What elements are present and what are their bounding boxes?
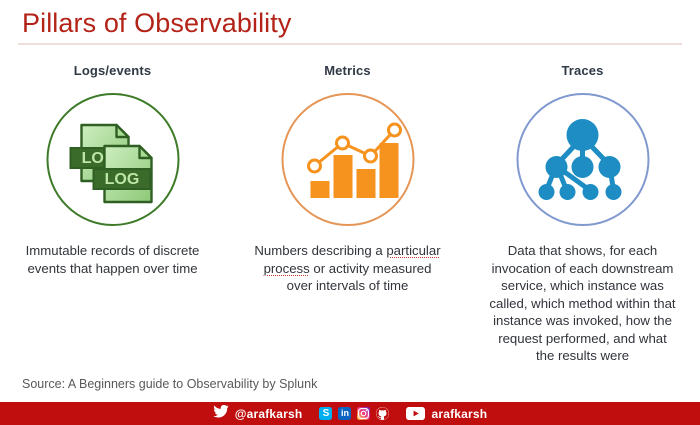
twitter-handle[interactable]: @arafkarsh — [234, 406, 303, 421]
pillar-metrics-body: Numbers describing a particular process … — [245, 242, 450, 295]
instagram-icon[interactable] — [357, 407, 371, 420]
pillar-logs-title: Logs/events — [73, 63, 152, 78]
twitter-icon[interactable] — [212, 404, 229, 423]
pillar-logs-body: Immutable records of discrete events tha… — [25, 243, 200, 276]
metrics-body-spellcheck: particular process — [263, 243, 441, 276]
pillar-logs-icon-area: LOG LOG — [10, 85, 215, 237]
metrics-body-part1: Numbers describing a — [254, 243, 387, 258]
pillar-traces-title: Traces — [561, 63, 604, 78]
linkedin-icon-label: in — [340, 408, 349, 418]
pillar-metrics-icon-area — [245, 85, 450, 237]
log-label-front: LOG — [104, 171, 139, 188]
footer-bar: @arafkarsh S in — [0, 402, 700, 425]
title-divider — [18, 43, 682, 45]
pillar-metrics: Metrics — [245, 62, 450, 295]
pillar-traces: Traces — [480, 62, 685, 365]
node-tree-icon — [516, 93, 649, 226]
linkedin-icon[interactable]: in — [338, 407, 352, 420]
pillar-metrics-title: Metrics — [324, 63, 371, 78]
source-attribution: Source: A Beginners guide to Observabili… — [22, 377, 318, 391]
pillar-traces-body: Data that shows, for each invocation of … — [489, 243, 676, 363]
pillar-traces-icon-area — [480, 85, 685, 237]
youtube-handle[interactable]: arafkarsh — [431, 406, 488, 421]
page-title: Pillars of Observability — [22, 8, 292, 38]
bar-line-chart-icon — [281, 93, 414, 226]
skype-icon[interactable]: S — [319, 407, 333, 420]
log-documents-icon: LOG LOG — [46, 93, 179, 226]
metrics-body-part2: or activity measured over intervals of t… — [286, 260, 432, 294]
youtube-icon[interactable] — [406, 407, 426, 420]
skype-icon-label: S — [322, 408, 330, 419]
pillar-logs: Logs/events LOG — [10, 62, 215, 277]
github-icon[interactable] — [376, 407, 390, 420]
